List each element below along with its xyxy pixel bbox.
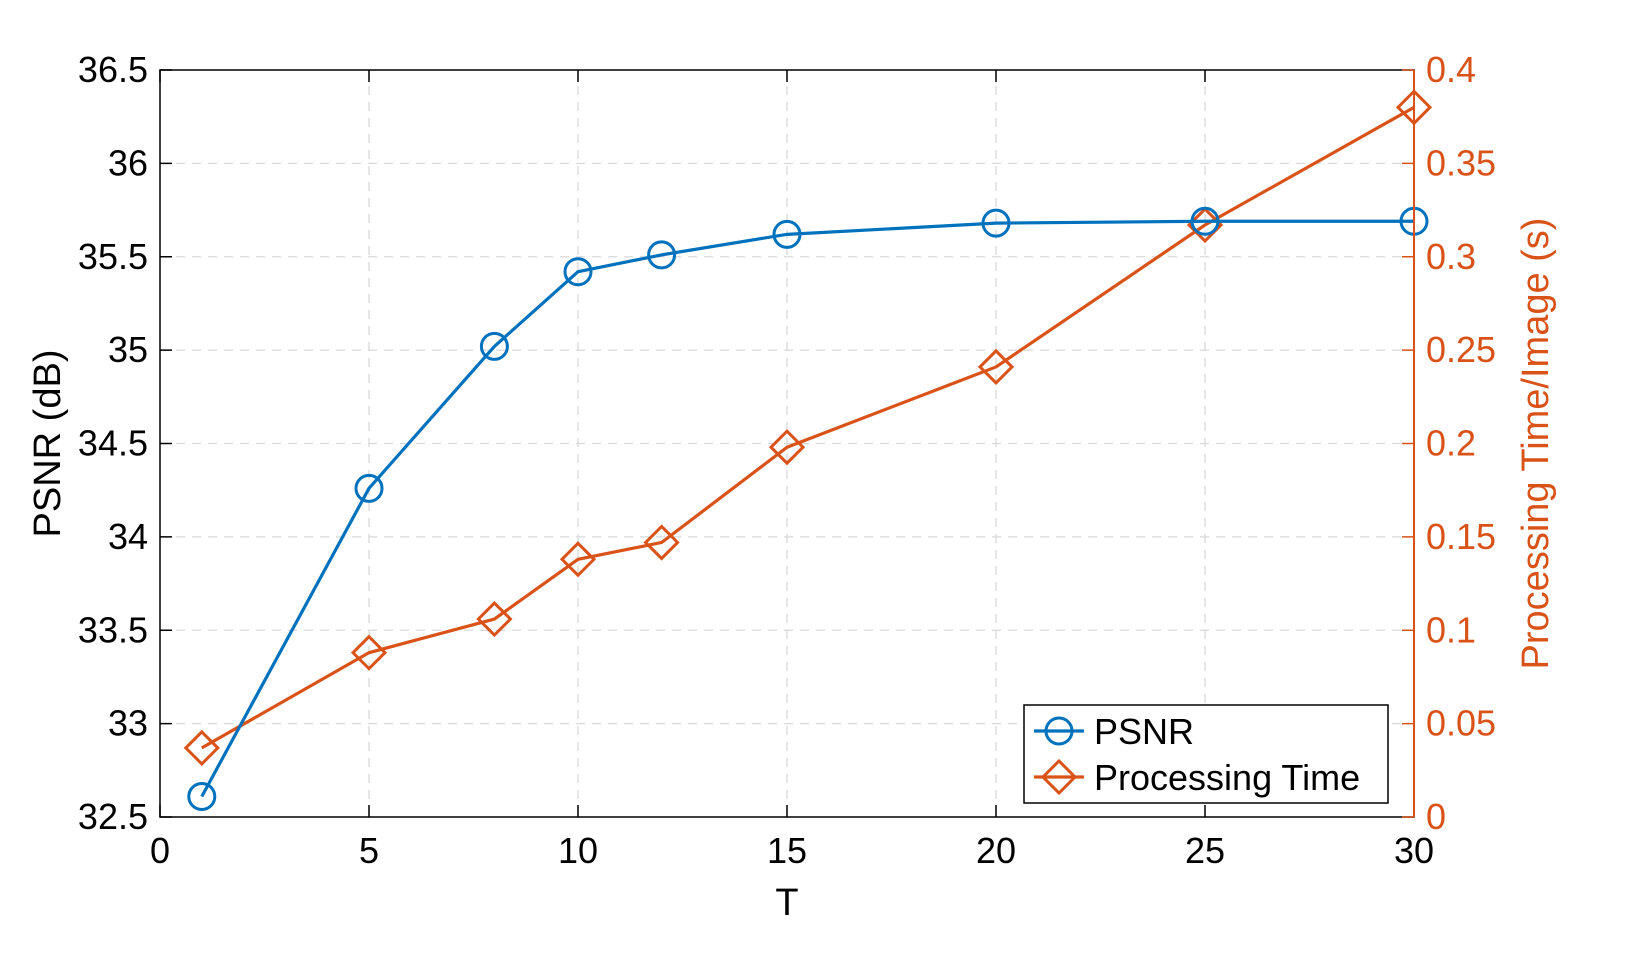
processing-time-point [476, 600, 513, 638]
legend-psnr-circle [1044, 716, 1074, 746]
y-left-tick-label: 35.5 [78, 236, 148, 277]
y-right-tick-label: 0.25 [1426, 329, 1496, 370]
y-left-tick-label: 33.5 [78, 609, 148, 650]
y-left-tick-label: 33 [108, 703, 148, 744]
x-tick-label: 10 [558, 830, 598, 871]
legend-time-label: Processing Time [1094, 757, 1360, 798]
psnr-point [981, 208, 1011, 238]
processing-time-point [183, 729, 220, 767]
psnr-point [479, 331, 509, 361]
legend-box [1023, 704, 1389, 804]
processing-time-point [643, 524, 680, 561]
processing-time-point [559, 541, 597, 578]
legend-psnr-marker [1034, 716, 1084, 746]
legend-time-marker [1034, 758, 1084, 796]
psnr-point [187, 781, 217, 811]
legend-psnr-label: PSNR [1094, 711, 1194, 752]
y-right-tick-label: 0 [1426, 796, 1446, 837]
axes: 0 5 10 15 20 25 30 32.5 33 33.5 34 34.5 35 35.5 36 36.5… [78, 49, 1496, 871]
x-tick-label: 15 [767, 830, 807, 871]
y-right-tick-label: 0.05 [1426, 703, 1496, 744]
y-right-tick-label: 0.35 [1426, 142, 1496, 183]
x-tick-label: 30 [1394, 830, 1434, 871]
legend-time-diamond [1040, 758, 1078, 796]
psnr-point [563, 257, 593, 287]
y-left-tick-label: 36.5 [78, 49, 148, 90]
y-left-tick-label: 34 [108, 516, 148, 557]
processing-time-point [977, 348, 1015, 386]
y-right-tick-label: 0.3 [1426, 236, 1476, 277]
y-right-tick-label: 0.2 [1426, 423, 1476, 464]
x-tick-label: 0 [150, 830, 170, 871]
y-right-tick-label: 0.15 [1426, 516, 1496, 557]
y-right-axis-title: Processing Time/Image (s) [1515, 218, 1557, 670]
y-right-tick-label: 0.4 [1426, 49, 1476, 90]
y-left-tick-label: 32.5 [78, 796, 148, 837]
x-tick-label: 25 [1185, 830, 1225, 871]
psnr-point [1190, 206, 1220, 236]
psnr-point [354, 473, 384, 503]
processing-time-point [350, 634, 388, 671]
y-left-tick-label: 35 [108, 329, 148, 370]
x-tick-label: 20 [976, 830, 1016, 871]
y-left-tick-label: 34.5 [78, 423, 148, 464]
y-left-tick-label: 36 [108, 142, 148, 183]
x-axis-title: T [775, 882, 798, 924]
series-processing-time-line [201, 105, 1415, 750]
psnr-point [772, 219, 802, 249]
series-psnr-line [200, 219, 1414, 798]
series-layer [183, 89, 1433, 811]
grid [160, 70, 1414, 817]
processing-time-point [768, 429, 806, 466]
y-right-tick-label: 0.1 [1426, 609, 1476, 650]
y-left-axis-title: PSNR (dB) [27, 350, 69, 538]
legend: PSNR Processing Time [1023, 704, 1389, 804]
x-tick-label: 5 [359, 830, 379, 871]
psnr-point [647, 240, 677, 270]
